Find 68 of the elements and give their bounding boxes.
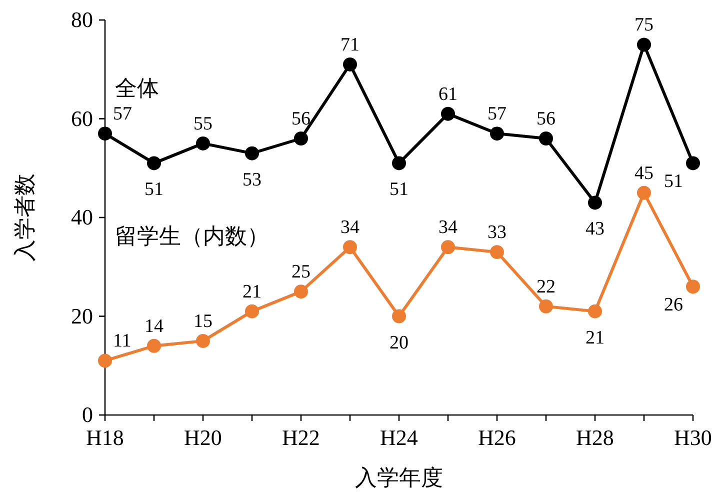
point (490, 245, 504, 260)
data-label: 34 (340, 217, 360, 238)
point (294, 132, 308, 146)
point (343, 240, 357, 254)
x-tick-label: H28 (576, 425, 614, 450)
y-axis-title: 入学者数 (12, 174, 37, 262)
y-tick-label: 80 (71, 7, 93, 32)
data-label: 56 (536, 108, 556, 130)
point (245, 146, 259, 160)
y-tick-label: 60 (71, 106, 93, 131)
point (588, 196, 602, 210)
data-label: 55 (194, 113, 212, 134)
data-label: 26 (664, 294, 683, 316)
data-label: 25 (292, 262, 310, 283)
point (392, 156, 406, 170)
point (441, 106, 455, 121)
point (98, 126, 112, 141)
point (588, 304, 602, 318)
y-tick-label: 20 (71, 303, 93, 328)
data-label: 11 (113, 330, 132, 352)
data-label: 15 (194, 310, 212, 332)
point (539, 299, 553, 314)
data-label: 51 (390, 179, 408, 200)
point (490, 126, 504, 141)
data-label: 57 (113, 104, 132, 125)
data-label: 71 (340, 34, 360, 56)
point (147, 156, 161, 170)
point (196, 334, 210, 348)
data-label: 20 (390, 332, 408, 354)
data-label: 43 (586, 218, 604, 240)
point (686, 156, 700, 170)
x-tick-label: H30 (674, 425, 712, 450)
x-axis-title: 入学年度 (355, 465, 443, 490)
point (294, 284, 308, 299)
data-label: 56 (292, 108, 310, 130)
data-label: 75 (634, 14, 654, 36)
point (637, 186, 651, 200)
x-tick-label: H20 (184, 425, 222, 450)
data-label: 21 (242, 281, 262, 302)
data-label: 51 (664, 171, 683, 192)
data-label: 21 (586, 327, 604, 348)
data-label: 22 (536, 276, 556, 298)
data-label: 14 (144, 316, 164, 337)
x-tick-label: H26 (478, 425, 516, 450)
y-tick-label: 0 (82, 402, 93, 427)
data-label: 33 (488, 222, 506, 244)
point (686, 280, 700, 294)
point (147, 338, 161, 353)
data-label: 53 (242, 169, 262, 190)
point (196, 136, 210, 150)
x-tick-label: H18 (86, 425, 124, 450)
data-label: 34 (438, 217, 458, 238)
text: 留学生（内数） (115, 224, 269, 249)
x-tick-label: H22 (282, 425, 320, 450)
data-label: 45 (634, 162, 654, 184)
point (245, 304, 259, 318)
point (392, 309, 406, 324)
point (441, 240, 455, 254)
point (98, 354, 112, 368)
point (539, 132, 553, 146)
point (343, 57, 357, 72)
data-label: 51 (144, 179, 164, 200)
x-tick-label: H24 (380, 425, 418, 450)
point (637, 38, 651, 52)
series-label: 全体 (115, 76, 159, 101)
data-label: 61 (438, 84, 458, 105)
data-label: 57 (488, 104, 506, 125)
y-tick-label: 40 (71, 204, 93, 230)
